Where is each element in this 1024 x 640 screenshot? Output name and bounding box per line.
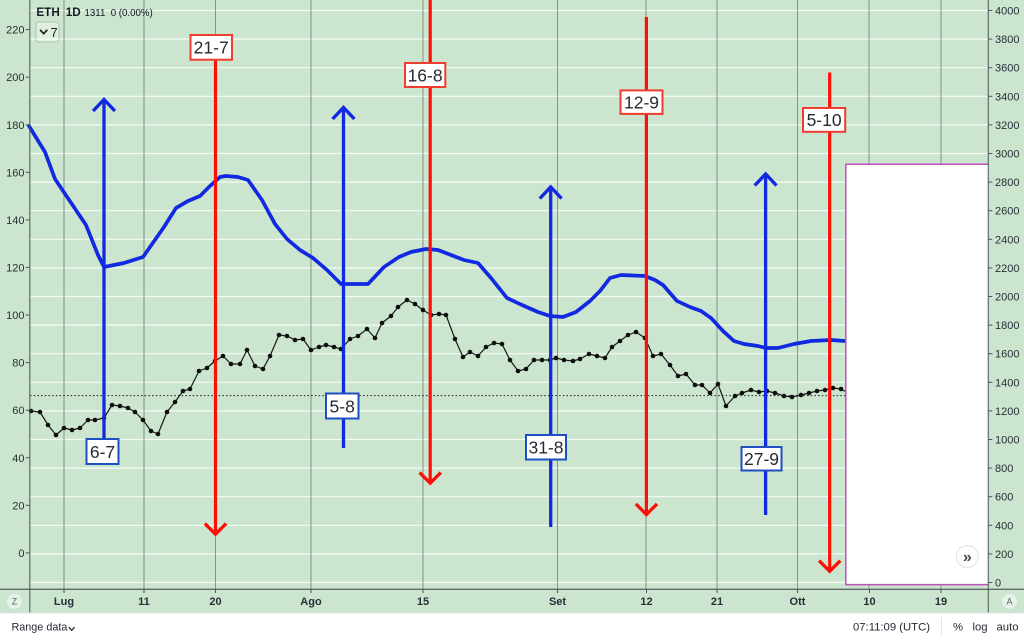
svg-text:1800: 1800	[995, 320, 1019, 332]
svg-text:ETH: ETH	[36, 6, 59, 19]
svg-text:40: 40	[12, 453, 24, 465]
svg-text:Set: Set	[549, 596, 566, 608]
svg-text:Range data: Range data	[12, 622, 68, 634]
svg-text:07:11:09 (UTC): 07:11:09 (UTC)	[853, 622, 930, 634]
svg-text:800: 800	[995, 463, 1013, 475]
svg-text:5-8: 5-8	[330, 396, 355, 416]
svg-text:12: 12	[640, 596, 652, 608]
svg-text:3000: 3000	[995, 149, 1019, 161]
svg-text:Z: Z	[12, 597, 18, 607]
svg-text:Lug: Lug	[54, 596, 74, 608]
svg-text:1D: 1D	[66, 6, 81, 19]
svg-text:21-7: 21-7	[194, 38, 229, 58]
svg-text:20: 20	[209, 596, 221, 608]
svg-text:31-8: 31-8	[528, 438, 563, 458]
svg-text:400: 400	[995, 520, 1013, 532]
svg-text:auto: auto	[997, 622, 1019, 634]
svg-text:19: 19	[935, 596, 947, 608]
svg-text:0: 0	[18, 548, 24, 560]
svg-text:15: 15	[417, 596, 429, 608]
svg-text:»: »	[963, 549, 972, 566]
svg-text:3200: 3200	[995, 120, 1019, 132]
svg-text:20: 20	[12, 500, 24, 512]
svg-text:1600: 1600	[995, 349, 1019, 361]
svg-text:%: %	[953, 622, 963, 634]
svg-text:21: 21	[711, 596, 723, 608]
svg-text:80: 80	[12, 358, 24, 370]
svg-text:140: 140	[6, 215, 24, 227]
svg-text:160: 160	[6, 167, 24, 179]
svg-text:3600: 3600	[995, 63, 1019, 75]
svg-text:2400: 2400	[995, 234, 1019, 246]
svg-text:1200: 1200	[995, 406, 1019, 418]
svg-text:200: 200	[6, 72, 24, 84]
svg-text:1311 0 (0.00%): 1311 0 (0.00%)	[85, 8, 153, 19]
svg-text:A: A	[1006, 597, 1012, 607]
svg-text:100: 100	[6, 310, 24, 322]
svg-text:180: 180	[6, 120, 24, 132]
svg-text:2600: 2600	[995, 206, 1019, 218]
svg-text:Ago: Ago	[300, 596, 322, 608]
svg-text:120: 120	[6, 263, 24, 275]
svg-text:60: 60	[12, 405, 24, 417]
svg-text:5-10: 5-10	[807, 110, 842, 130]
svg-text:7: 7	[51, 25, 58, 40]
svg-text:16-8: 16-8	[408, 65, 443, 85]
svg-text:12-9: 12-9	[624, 93, 659, 113]
svg-text:27-9: 27-9	[744, 449, 779, 469]
svg-text:4000: 4000	[995, 6, 1019, 18]
svg-text:10: 10	[863, 596, 875, 608]
svg-text:Ott: Ott	[790, 596, 806, 608]
svg-text:1400: 1400	[995, 377, 1019, 389]
svg-text:220: 220	[6, 25, 24, 37]
svg-text:log: log	[973, 622, 988, 634]
svg-text:3400: 3400	[995, 91, 1019, 103]
svg-text:2800: 2800	[995, 177, 1019, 189]
svg-text:600: 600	[995, 492, 1013, 504]
svg-text:2200: 2200	[995, 263, 1019, 275]
svg-text:11: 11	[138, 596, 150, 608]
svg-text:3800: 3800	[995, 34, 1019, 46]
svg-text:200: 200	[995, 549, 1013, 561]
svg-text:6-7: 6-7	[90, 442, 115, 462]
svg-text:1000: 1000	[995, 435, 1019, 447]
svg-text:0: 0	[995, 578, 1001, 590]
svg-text:2000: 2000	[995, 292, 1019, 304]
